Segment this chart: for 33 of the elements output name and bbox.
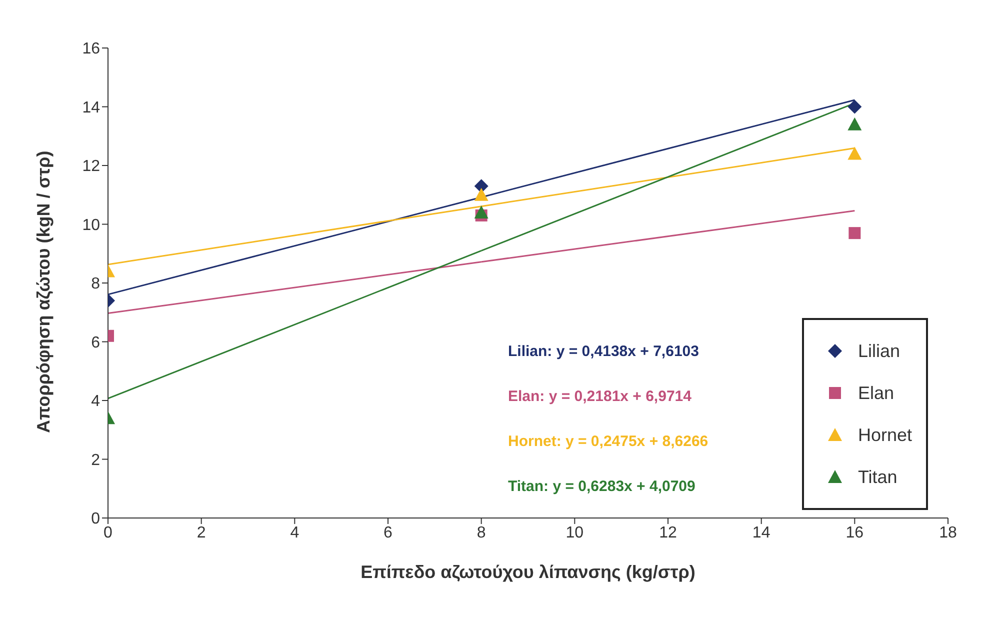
y-tick-label: 14 [82,99,100,116]
y-tick-label: 12 [82,158,100,176]
annotation: Lilian: y = 0,4138x + 7,6103 [508,343,699,360]
x-tick-label: 12 [659,524,677,542]
x-axis-title: Επίπεδο αζωτούχου λίπανσης (kg/στρ) [360,562,696,582]
y-axis-title: Απορρόφηση αζώτου (kgN / στρ) [33,150,54,433]
y-tick-label: 10 [82,216,100,234]
point [848,117,862,130]
x-tick-label: 8 [476,524,486,542]
x-tick-label: 18 [939,524,957,542]
legend-label: Elan [858,382,894,404]
y-tick-label: 6 [91,334,100,352]
legend-label: Lilian [858,340,900,362]
y-tick-label: 8 [91,276,100,293]
y-tick-label: 16 [82,40,100,58]
y-tick-label: 4 [91,393,100,410]
x-tick-label: 2 [196,524,206,542]
annotation: Hornet: y = 0,2475x + 8,6266 [508,433,708,450]
annotation: Elan: y = 0,2181x + 6,9714 [508,388,692,405]
x-tick-label: 4 [290,524,300,542]
legend-label: Hornet [858,424,912,446]
x-tick-label: 6 [384,524,393,542]
x-tick-label: 10 [566,524,584,542]
annotation: Titan: y = 0,6283x + 4,0709 [508,478,696,495]
point [848,227,861,240]
y-tick-label: 2 [91,452,100,469]
legend-label: Titan [858,466,898,488]
point [848,100,862,114]
x-tick-label: 14 [752,524,770,542]
x-tick-label: 0 [104,524,113,542]
y-tick-label: 0 [91,510,100,528]
x-tick-label: 16 [846,524,864,542]
point [848,146,862,160]
